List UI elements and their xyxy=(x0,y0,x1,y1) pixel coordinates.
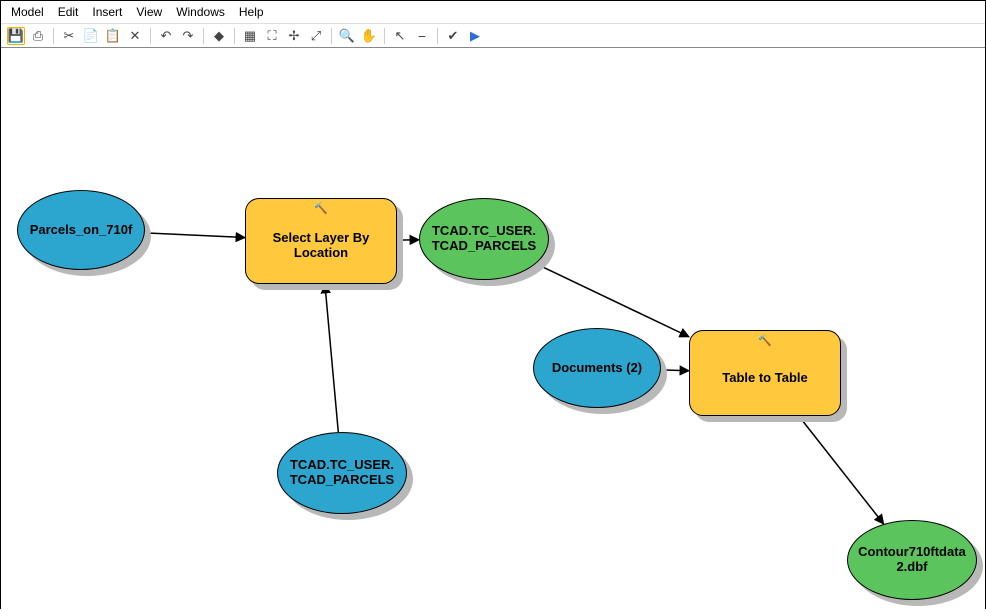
node-n3[interactable]: TCAD.TC_USER.TCAD_PARCELS xyxy=(419,198,549,280)
menu-insert[interactable]: Insert xyxy=(92,5,122,19)
menu-bar: Model Edit Insert View Windows Help xyxy=(1,1,985,24)
menu-help[interactable]: Help xyxy=(239,5,264,19)
node-n5[interactable]: Documents (2) xyxy=(533,328,661,408)
menu-view[interactable]: View xyxy=(136,5,162,19)
toolbar-separator xyxy=(150,28,151,44)
grid-icon[interactable]: ▦ xyxy=(241,27,259,45)
toolbar-separator xyxy=(437,28,438,44)
connector[interactable] xyxy=(536,264,689,337)
delete-icon[interactable]: ✕ xyxy=(126,27,144,45)
tool-icon: 🔨 xyxy=(314,203,328,216)
node-label: Select Layer By Location xyxy=(256,231,387,261)
tool-icon: 🔨 xyxy=(758,335,772,348)
zoomin-icon[interactable]: 🔍 xyxy=(338,27,356,45)
toolbar-separator xyxy=(53,28,54,44)
cut-icon[interactable]: ✂ xyxy=(60,27,78,45)
node-label: Table to Table xyxy=(722,371,807,386)
menu-edit[interactable]: Edit xyxy=(58,5,79,19)
run-icon[interactable]: ▶ xyxy=(466,27,484,45)
node-label: TCAD.TC_USER.TCAD_PARCELS xyxy=(287,458,397,488)
node-label: Parcels_on_710f xyxy=(30,223,133,238)
node-label: TCAD.TC_USER.TCAD_PARCELS xyxy=(429,224,539,254)
toolbar-separator xyxy=(234,28,235,44)
autolayout-icon[interactable]: ⛶ xyxy=(263,27,281,45)
model-canvas[interactable]: Parcels_on_710f Select Layer By Location 🔨… xyxy=(1,48,985,609)
toolbar-separator xyxy=(203,28,204,44)
save-icon[interactable]: 💾 xyxy=(7,27,25,45)
menu-model[interactable]: Model xyxy=(11,5,44,19)
node-label: Contour710ftdata2.dbf xyxy=(857,545,967,575)
redo-icon[interactable]: ↷ xyxy=(179,27,197,45)
connector[interactable] xyxy=(325,284,338,432)
check-icon[interactable]: ✔ xyxy=(444,27,462,45)
connector[interactable] xyxy=(799,416,884,524)
undo-icon[interactable]: ↶ xyxy=(157,27,175,45)
node-n7[interactable]: Contour710ftdata2.dbf xyxy=(847,520,977,600)
paste-icon[interactable]: 📋 xyxy=(104,27,122,45)
node-n4[interactable]: TCAD.TC_USER.TCAD_PARCELS xyxy=(277,432,407,514)
toolbar-separator xyxy=(384,28,385,44)
validate-icon[interactable]: ◆ xyxy=(210,27,228,45)
print-icon[interactable]: ⎙ xyxy=(29,27,47,45)
toolbar: 💾⎙ ✂📄📋✕ ↶↷ ◆ ▦⛶✢⤢ 🔍✋ ↖⎯ ✔▶ xyxy=(1,24,985,48)
connector[interactable] xyxy=(145,233,245,238)
toolbar-separator xyxy=(331,28,332,44)
copy-icon[interactable]: 📄 xyxy=(82,27,100,45)
node-n6[interactable]: Table to Table 🔨 xyxy=(689,330,841,416)
menu-windows[interactable]: Windows xyxy=(176,5,225,19)
pan-icon[interactable]: ✋ xyxy=(360,27,378,45)
select-icon[interactable]: ↖ xyxy=(391,27,409,45)
node-n1[interactable]: Parcels_on_710f xyxy=(17,190,145,270)
fullextent-icon[interactable]: ⤢ xyxy=(307,27,325,45)
connect-icon[interactable]: ⎯ xyxy=(413,27,431,45)
zoom-full-icon[interactable]: ✢ xyxy=(285,27,303,45)
node-n2[interactable]: Select Layer By Location 🔨 xyxy=(245,198,397,284)
node-label: Documents (2) xyxy=(552,361,642,376)
